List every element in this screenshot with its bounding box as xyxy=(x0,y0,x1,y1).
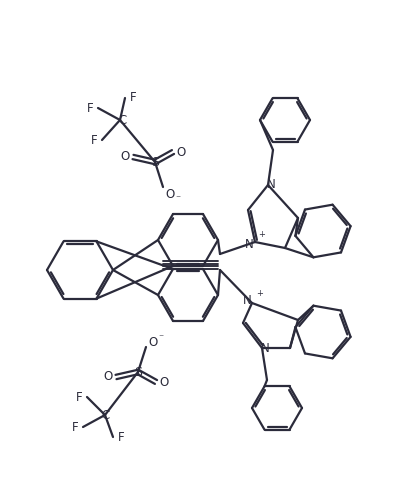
Text: O: O xyxy=(165,189,174,201)
Text: ⁻: ⁻ xyxy=(175,194,180,204)
Text: N: N xyxy=(266,178,275,192)
Text: S: S xyxy=(134,366,142,378)
Text: C: C xyxy=(101,409,109,421)
Text: ⁻: ⁻ xyxy=(158,333,163,343)
Text: F: F xyxy=(118,431,124,443)
Text: N: N xyxy=(243,294,251,308)
Text: F: F xyxy=(130,92,136,104)
Text: O: O xyxy=(148,336,157,348)
Text: O: O xyxy=(120,150,129,164)
Text: O: O xyxy=(103,370,113,384)
Text: F: F xyxy=(76,391,82,403)
Text: N: N xyxy=(261,342,269,354)
Text: O: O xyxy=(176,146,186,158)
Text: F: F xyxy=(72,420,78,434)
Text: N: N xyxy=(245,238,253,250)
Text: +: + xyxy=(258,230,265,239)
Text: F: F xyxy=(87,101,93,115)
Text: S: S xyxy=(151,155,159,169)
Text: C: C xyxy=(118,114,126,126)
Text: O: O xyxy=(159,375,168,389)
Text: F: F xyxy=(91,133,97,147)
Text: +: + xyxy=(256,289,263,298)
